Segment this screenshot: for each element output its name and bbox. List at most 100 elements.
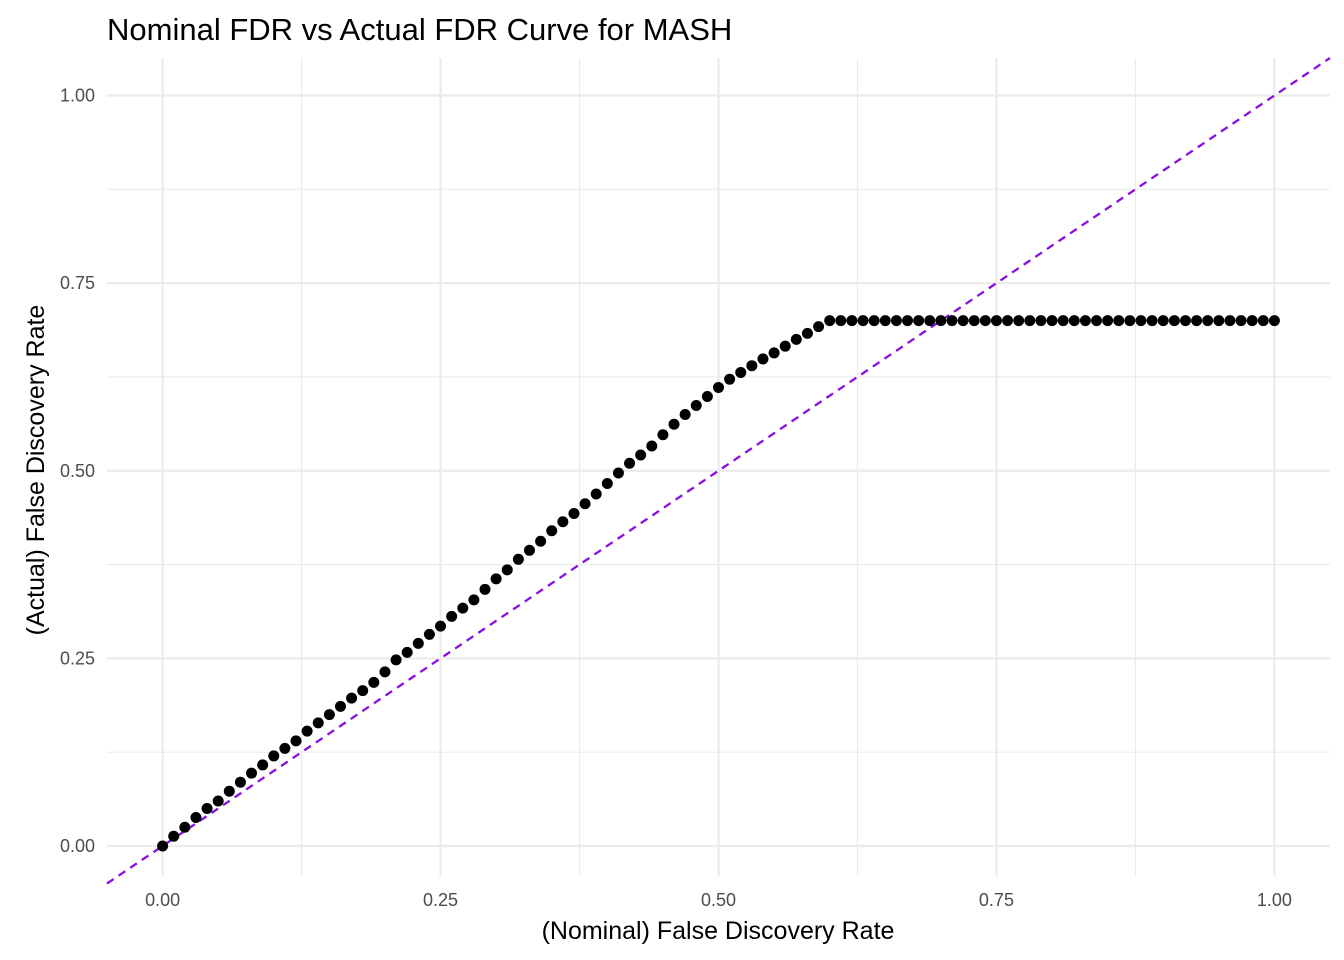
major-gridlines [107,58,1330,876]
data-point [1257,315,1269,327]
data-point [579,498,591,510]
data-point [824,315,836,327]
data-point [301,725,313,737]
data-points-layer [157,315,1280,852]
data-point [568,508,580,520]
data-point [1191,315,1203,327]
data-point [501,564,513,576]
data-point [1235,315,1247,327]
data-point [290,735,302,747]
data-point [457,602,469,614]
data-point [346,692,358,704]
y-tick-label: 0.50 [60,461,95,481]
y-tick-label: 0.00 [60,836,95,856]
data-point [401,646,413,658]
data-point [390,654,402,666]
data-point [890,315,902,327]
data-point [234,776,246,788]
data-point [546,525,558,537]
data-point [902,315,914,327]
y-axis-title: (Actual) False Discovery Rate [22,305,50,636]
data-point [668,418,680,430]
data-point [523,544,535,556]
data-point [835,315,847,327]
data-point [368,676,380,688]
data-point [246,767,258,779]
data-point [479,583,491,595]
data-point [735,366,747,378]
data-point [924,315,936,327]
data-point [1246,315,1258,327]
data-point [1102,315,1114,327]
data-point [1146,315,1158,327]
data-point [157,840,169,852]
data-point [757,353,769,365]
data-point [612,467,624,479]
data-point [979,315,991,327]
x-tick-label: 0.00 [145,890,180,910]
data-point [268,750,280,762]
data-point [535,535,547,547]
data-point [334,700,346,712]
data-point [724,373,736,385]
x-axis-tick-labels: 0.00 0.25 0.50 0.75 1.00 [145,890,1292,910]
data-point [1002,315,1014,327]
data-point [312,717,324,729]
y-tick-label: 0.25 [60,648,95,668]
data-point [557,516,569,528]
data-point [1179,315,1191,327]
y-axis-tick-labels: 0.00 0.25 0.50 0.75 1.00 [60,86,95,856]
data-point [279,742,291,754]
x-tick-label: 1.00 [1257,890,1292,910]
data-point [968,315,980,327]
data-point [779,340,791,352]
data-point [1046,315,1058,327]
data-point [957,315,969,327]
x-axis-title: (Nominal) False Discovery Rate [542,917,895,945]
data-point [635,449,647,461]
data-point [323,709,335,721]
data-point [857,315,869,327]
data-point [879,315,891,327]
data-point [1113,315,1125,327]
data-point [813,321,825,333]
data-point [223,785,235,797]
x-tick-label: 0.25 [423,890,458,910]
data-point [701,390,713,402]
data-point [746,360,758,372]
data-point [357,685,369,697]
data-point [1224,315,1236,327]
data-point [179,821,191,833]
data-point [590,488,602,500]
data-point [435,620,447,632]
data-point [423,628,435,640]
chart-title: Nominal FDR vs Actual FDR Curve for MASH [107,12,732,47]
data-point [1035,315,1047,327]
data-point [168,830,180,842]
data-point [1124,315,1136,327]
data-point [990,315,1002,327]
x-tick-label: 0.75 [979,890,1014,910]
data-point [846,315,858,327]
data-point [1168,315,1180,327]
data-point [212,795,224,807]
data-point [1202,315,1214,327]
data-point [1068,315,1080,327]
data-point [1157,315,1169,327]
data-point [190,811,202,823]
y-tick-label: 0.75 [60,273,95,293]
x-tick-label: 0.50 [701,890,736,910]
data-point [1057,315,1069,327]
reference-dashed-line [106,57,1331,885]
data-point [201,802,213,814]
data-point [468,594,480,606]
data-point [412,637,424,649]
data-point [646,440,658,452]
data-point [801,327,813,339]
y-tick-label: 1.00 [60,86,95,106]
data-point [601,478,613,490]
data-point [790,333,802,345]
data-point [257,759,269,771]
reference-line-layer [106,57,1331,885]
